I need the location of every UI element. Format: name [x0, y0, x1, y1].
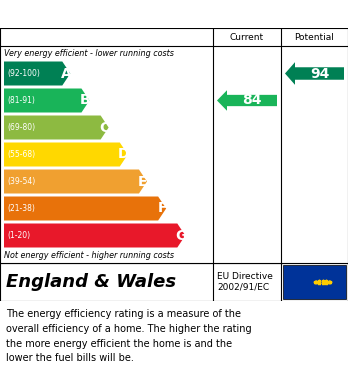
Polygon shape	[4, 142, 128, 167]
Text: (21-38): (21-38)	[7, 204, 35, 213]
Text: 94: 94	[310, 66, 329, 81]
Polygon shape	[4, 88, 89, 113]
Text: G: G	[176, 228, 187, 242]
FancyBboxPatch shape	[283, 265, 346, 299]
Text: (69-80): (69-80)	[7, 123, 35, 132]
Polygon shape	[285, 62, 344, 85]
Text: Potential: Potential	[294, 32, 334, 41]
Text: Energy Efficiency Rating: Energy Efficiency Rating	[10, 7, 202, 21]
Text: (81-91): (81-91)	[7, 96, 35, 105]
Polygon shape	[4, 197, 166, 221]
Text: Very energy efficient - lower running costs: Very energy efficient - lower running co…	[4, 48, 174, 57]
Text: Current: Current	[230, 32, 264, 41]
Text: E: E	[138, 174, 148, 188]
Text: England & Wales: England & Wales	[6, 273, 176, 291]
Text: EU Directive
2002/91/EC: EU Directive 2002/91/EC	[217, 272, 273, 292]
Text: B: B	[80, 93, 91, 108]
Text: C: C	[100, 120, 110, 135]
Polygon shape	[4, 61, 70, 86]
Text: D: D	[118, 147, 129, 161]
Text: (1-20): (1-20)	[7, 231, 30, 240]
Text: Not energy efficient - higher running costs: Not energy efficient - higher running co…	[4, 251, 174, 260]
Polygon shape	[4, 170, 147, 194]
Text: (92-100): (92-100)	[7, 69, 40, 78]
Text: The energy efficiency rating is a measure of the
overall efficiency of a home. T: The energy efficiency rating is a measur…	[6, 309, 252, 363]
Text: A: A	[61, 66, 72, 81]
Polygon shape	[217, 90, 277, 111]
Text: 84: 84	[242, 93, 262, 108]
Text: F: F	[157, 201, 167, 215]
Polygon shape	[4, 224, 185, 248]
Text: (39-54): (39-54)	[7, 177, 35, 186]
Text: (55-68): (55-68)	[7, 150, 35, 159]
Polygon shape	[4, 115, 109, 140]
